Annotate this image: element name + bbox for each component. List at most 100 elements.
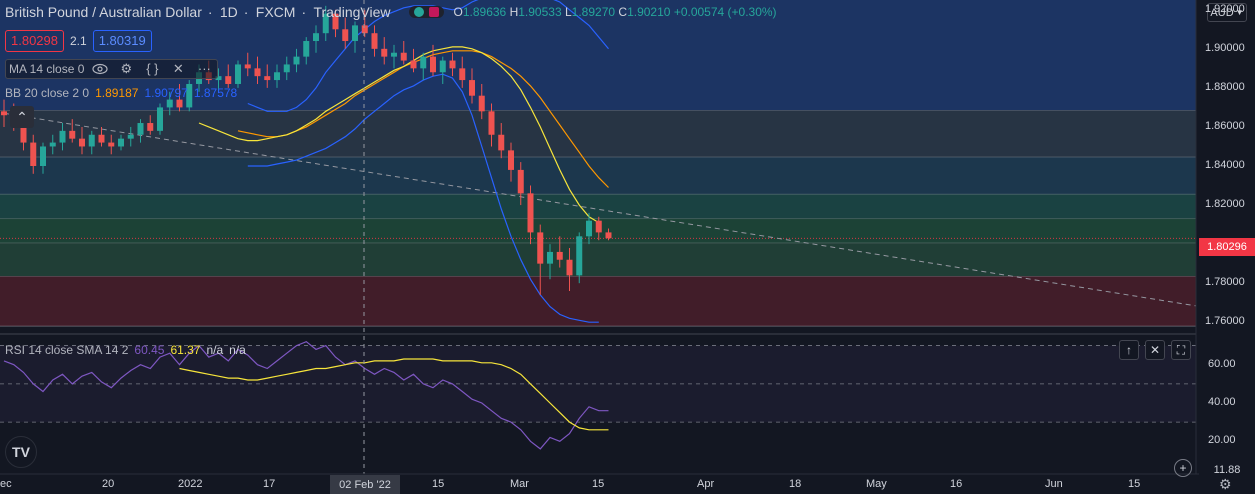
candle-body	[508, 150, 514, 170]
source-label: FXCM	[255, 4, 296, 20]
separator-dot: ·	[207, 4, 213, 20]
rsi-tick-label: 40.00	[1208, 396, 1236, 408]
candle-body	[478, 95, 485, 112]
bar-icon	[428, 7, 439, 17]
plus-icon: +	[1179, 461, 1187, 475]
eye-icon[interactable]	[90, 60, 110, 78]
rsi-value: 60.45	[134, 343, 165, 357]
more-icon[interactable]: ···	[197, 61, 211, 76]
ohlc-values: O1.89636 H1.90533 L1.89270 C1.90210 +0.0…	[453, 5, 777, 19]
maximize-pane-button[interactable]: ⛶	[1171, 340, 1191, 360]
candle-body	[108, 142, 115, 147]
candle-body	[586, 220, 592, 237]
gear-icon[interactable]: ⚙	[1219, 476, 1232, 492]
candle-body	[342, 29, 349, 42]
sell-button[interactable]: 1.80298	[5, 30, 64, 52]
trendline	[3, 112, 1255, 316]
candle-body	[566, 259, 573, 276]
rsi-sma-line	[179, 358, 609, 431]
rsi-indicator-legend[interactable]: RSI 14 close SMA 14 2 60.45 61.37 n/a n/…	[5, 341, 246, 359]
close-pane-button[interactable]: ✕	[1145, 340, 1165, 360]
candle-body	[576, 236, 583, 276]
fib-zone	[0, 0, 1196, 111]
candle-body	[98, 134, 105, 143]
dot-icon	[413, 7, 424, 17]
time-tick-label: 2022	[178, 478, 203, 490]
collapse-legend-button[interactable]: ⌃	[10, 106, 34, 128]
rsi-sma-value: 61.37	[170, 343, 201, 357]
currency-selector[interactable]: AUD ▼	[1207, 3, 1247, 22]
candle-body	[410, 60, 417, 69]
symbol-name[interactable]: British Pound / Australian Dollar	[5, 4, 202, 20]
candle-body	[30, 142, 37, 166]
candle-body	[469, 80, 475, 96]
zoom-in-button[interactable]: +	[1174, 459, 1192, 477]
candle-body	[595, 220, 602, 233]
candle-body	[235, 64, 241, 84]
rsi-axis-last-value: 11.88	[1199, 462, 1255, 478]
time-tick-label: 15	[1128, 478, 1141, 490]
chevron-down-icon: ▼	[1235, 8, 1244, 17]
currency-label: AUD	[1210, 6, 1234, 19]
candle-body	[49, 142, 56, 147]
fib-retracement-zones	[0, 0, 1196, 327]
time-tick-label: ec	[0, 478, 12, 490]
separator-dot: ·	[301, 4, 307, 20]
candle-body	[391, 52, 397, 57]
bb-lower-line	[247, 73, 599, 323]
candle-body	[556, 251, 563, 260]
rsi-line	[3, 341, 609, 450]
close-icon: ✕	[1149, 343, 1161, 357]
candle-body	[1, 111, 7, 116]
candle-body	[527, 193, 534, 233]
symbol-legend[interactable]: British Pound / Australian Dollar · 1D ·…	[5, 3, 777, 21]
price-change: +0.00574 (+0.30%)	[673, 5, 777, 19]
maximize-icon: ⛶	[1176, 342, 1186, 357]
buy-button[interactable]: 1.80319	[92, 30, 152, 52]
chevron-up-icon: ⌃	[16, 108, 28, 125]
market-status-toggle[interactable]	[408, 6, 444, 18]
rsi-tick-label: 20.00	[1208, 434, 1236, 447]
price-tick-label: 1.84000	[1205, 159, 1245, 171]
bb-basis-value: 1.89187	[95, 86, 139, 100]
rsi-na-value-2: n/a	[229, 343, 246, 357]
candle-body	[400, 52, 407, 61]
time-tick-label: 15	[432, 478, 445, 490]
time-axis-background	[0, 474, 1255, 494]
close-icon[interactable]: ✕	[172, 61, 184, 76]
candle-body	[430, 56, 436, 73]
interval-label[interactable]: 1D	[219, 4, 238, 20]
candle-body	[361, 25, 368, 34]
candle-body	[488, 111, 495, 135]
ma-indicator-name[interactable]: MA 14 close 0	[9, 62, 85, 76]
candle-body	[225, 76, 232, 84]
price-tick-label: 1.90000	[1205, 41, 1245, 54]
candle-body	[244, 64, 251, 69]
fib-zone	[0, 243, 1196, 277]
candle-body	[439, 60, 446, 73]
time-tick-label: Mar	[510, 478, 529, 490]
move-pane-up-button[interactable]: ↑	[1119, 340, 1139, 360]
tradingview-logo[interactable]: TV	[5, 436, 37, 468]
fib-zone	[0, 194, 1196, 219]
candle-body	[88, 134, 95, 147]
crosshair-date-label: 02 Feb '22	[330, 475, 400, 494]
rsi-indicator-name[interactable]: RSI 14 close SMA 14 2	[5, 343, 129, 357]
price-tick-label: 1.86000	[1205, 119, 1245, 132]
fib-zone	[0, 276, 1196, 327]
bb-indicator-legend[interactable]: BB 20 close 2 0 1.89187 1.90797 1.87578	[5, 84, 237, 102]
bb-indicator-name[interactable]: BB 20 close 2 0	[5, 86, 90, 100]
candle-body	[176, 99, 183, 108]
time-tick-label: 20	[102, 478, 115, 490]
time-tick-label: Jun	[1045, 478, 1063, 490]
candle-body	[313, 33, 319, 42]
candle-body	[254, 68, 261, 77]
candle-body	[293, 56, 300, 65]
candle-body	[459, 68, 466, 81]
price-tick-label: 1.92000	[1205, 2, 1245, 15]
source-code-icon[interactable]: { }	[146, 61, 159, 76]
ma-indicator-legend[interactable]: MA 14 close 0 ⚙ { } ✕ ···	[5, 59, 219, 79]
gear-icon[interactable]: ⚙	[120, 61, 133, 76]
